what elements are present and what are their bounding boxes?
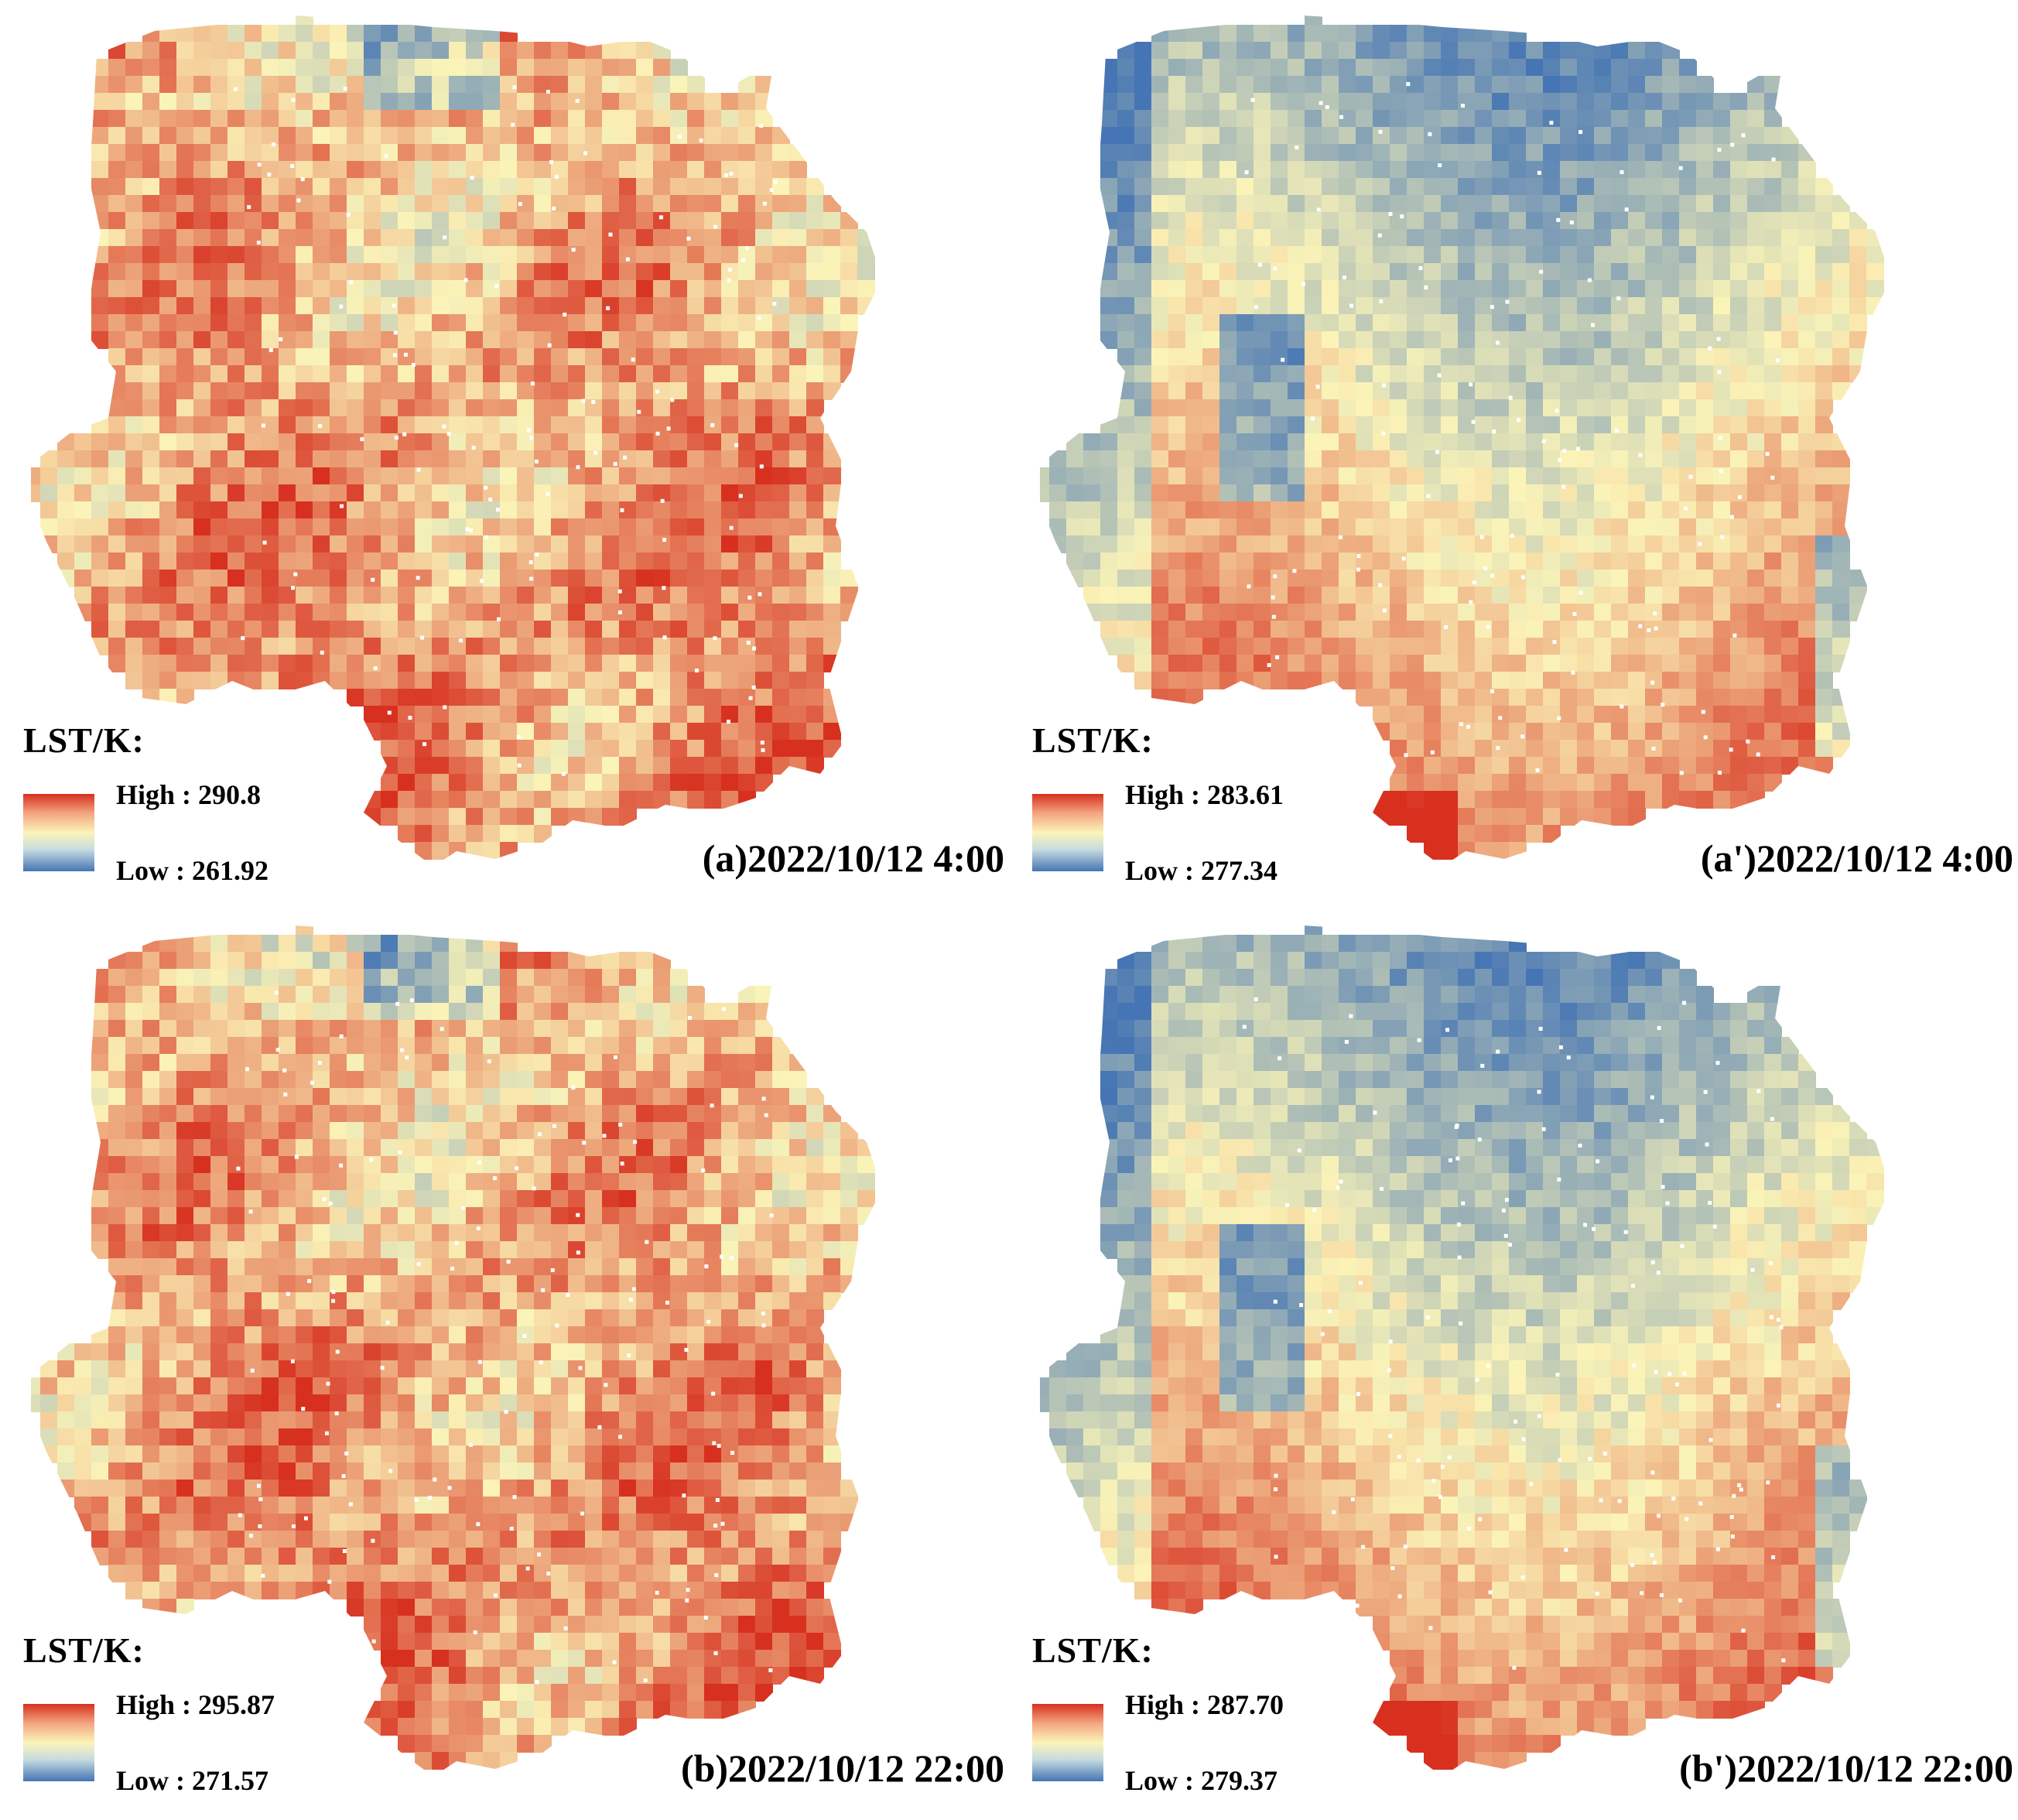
lst-map-b-prime <box>1040 925 1884 1770</box>
legend-high-label: High : 283.61 <box>1125 779 1284 810</box>
legend-high-label: High : 287.70 <box>1125 1689 1284 1720</box>
lst-map-a-prime <box>1040 15 1884 860</box>
panel-caption: (b')2022/10/12 22:00 <box>1679 1746 2013 1790</box>
lst-map-b <box>31 925 875 1770</box>
panel-caption: (a')2022/10/12 4:00 <box>1700 836 2013 880</box>
legend-low-label: Low : 277.34 <box>1125 855 1277 886</box>
legend-low-label: Low : 271.57 <box>116 1765 268 1796</box>
lst-raster <box>31 925 875 1770</box>
legend-title: LST/K: <box>23 720 145 760</box>
lst-map-a <box>31 15 875 860</box>
legend-title: LST/K: <box>23 1630 145 1670</box>
legend-low-label: Low : 261.92 <box>116 855 268 886</box>
legend-color-ramp <box>23 794 94 871</box>
map-panel-a-prime: LST/K: High : 283.61 Low : 277.34 (a')20… <box>1009 0 2018 910</box>
map-panel-b: LST/K: High : 295.87 Low : 271.57 (b)202… <box>0 910 1009 1820</box>
legend-color-ramp <box>1032 1704 1103 1781</box>
map-panel-b-prime: LST/K: High : 287.70 Low : 279.37 (b')20… <box>1009 910 2018 1820</box>
map-panel-a: LST/K: High : 290.8 Low : 261.92 (a)2022… <box>0 0 1009 910</box>
legend-high-label: High : 290.8 <box>116 779 262 810</box>
legend-color-ramp <box>23 1704 94 1781</box>
panel-caption: (a)2022/10/12 4:00 <box>702 836 1004 880</box>
lst-raster <box>1040 15 1884 860</box>
legend-title: LST/K: <box>1032 720 1154 760</box>
legend-title: LST/K: <box>1032 1630 1154 1670</box>
lst-raster <box>1040 925 1884 1770</box>
legend-color-ramp <box>1032 794 1103 871</box>
legend-low-label: Low : 279.37 <box>1125 1765 1277 1796</box>
legend-high-label: High : 295.87 <box>116 1689 275 1720</box>
lst-raster <box>31 15 875 860</box>
panel-caption: (b)2022/10/12 22:00 <box>680 1746 1004 1790</box>
